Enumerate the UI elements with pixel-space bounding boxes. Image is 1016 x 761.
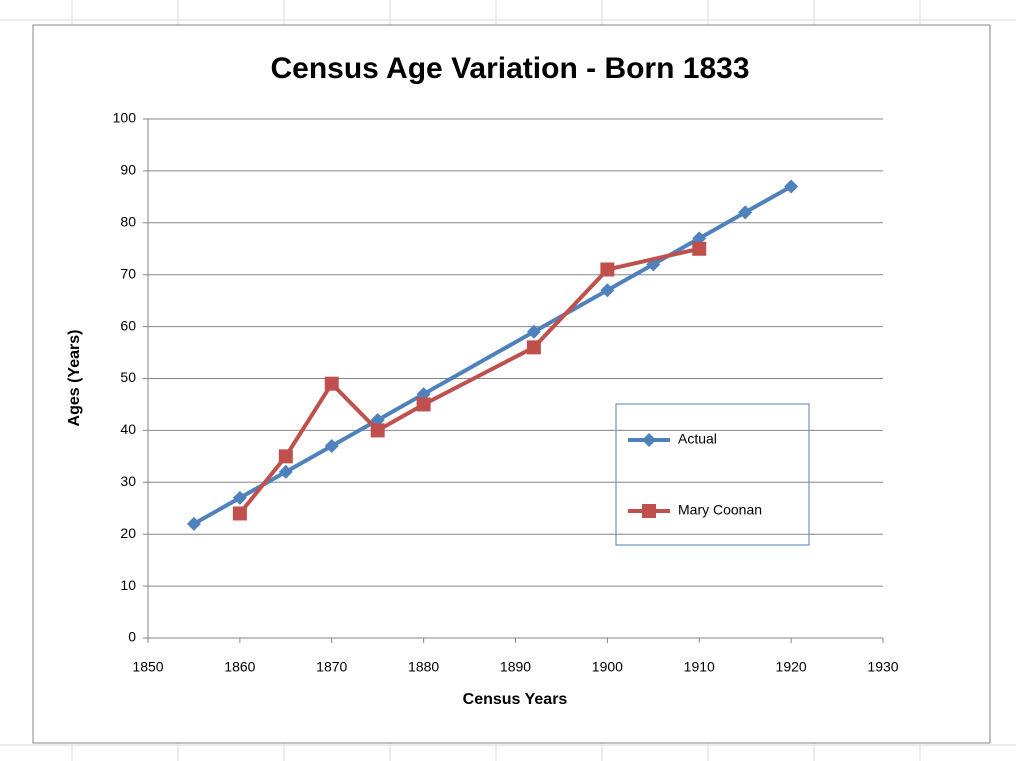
series-line — [192, 184, 793, 526]
chart-frame — [32, 24, 991, 744]
y-tick-label: 60 — [120, 317, 136, 333]
data-point — [784, 179, 799, 194]
series-line — [238, 246, 700, 515]
data-point — [416, 397, 431, 412]
x-tick-label: 1930 — [867, 659, 898, 675]
y-tick-label: 0 — [128, 629, 136, 645]
legend-marker — [642, 504, 656, 518]
y-tick-label: 70 — [120, 265, 136, 281]
legend-label: Mary Coonan — [678, 502, 762, 518]
data-point — [324, 438, 339, 453]
x-tick-label: 1880 — [408, 659, 439, 675]
chart-title: Census Age Variation - Born 1833 — [270, 52, 749, 85]
y-tick-label: 90 — [120, 162, 136, 178]
data-point — [278, 464, 293, 479]
data-point — [738, 205, 753, 220]
y-tick-label: 50 — [120, 369, 136, 385]
data-point — [278, 449, 293, 464]
y-tick-label: 40 — [120, 421, 136, 437]
x-tick-label: 1870 — [316, 659, 347, 675]
data-point — [600, 283, 615, 298]
data-point — [232, 506, 247, 521]
legend-label: Actual — [678, 431, 717, 447]
x-tick-label: 1910 — [684, 659, 715, 675]
data-point — [324, 376, 339, 391]
x-tick-label: 1890 — [500, 659, 531, 675]
data-point — [526, 340, 541, 355]
y-tick-label: 100 — [113, 110, 137, 126]
data-point — [692, 241, 707, 256]
data-point — [600, 262, 615, 277]
x-tick-label: 1850 — [132, 659, 163, 675]
legend-marker — [642, 433, 656, 447]
data-point — [232, 490, 247, 505]
y-tick-label: 20 — [120, 525, 136, 541]
x-tick-label: 1920 — [776, 659, 807, 675]
y-tick-label: 10 — [120, 577, 136, 593]
y-tick-label: 30 — [120, 473, 136, 489]
x-tick-label: 1860 — [224, 659, 255, 675]
x-tick-label: 1900 — [592, 659, 623, 675]
y-tick-label: 80 — [120, 214, 136, 230]
data-point — [186, 516, 201, 531]
x-axis-label: Census Years — [463, 691, 568, 708]
legend — [615, 403, 810, 546]
data-point — [526, 324, 541, 339]
y-axis-label: Ages (Years) — [66, 330, 83, 427]
data-point — [370, 423, 385, 438]
